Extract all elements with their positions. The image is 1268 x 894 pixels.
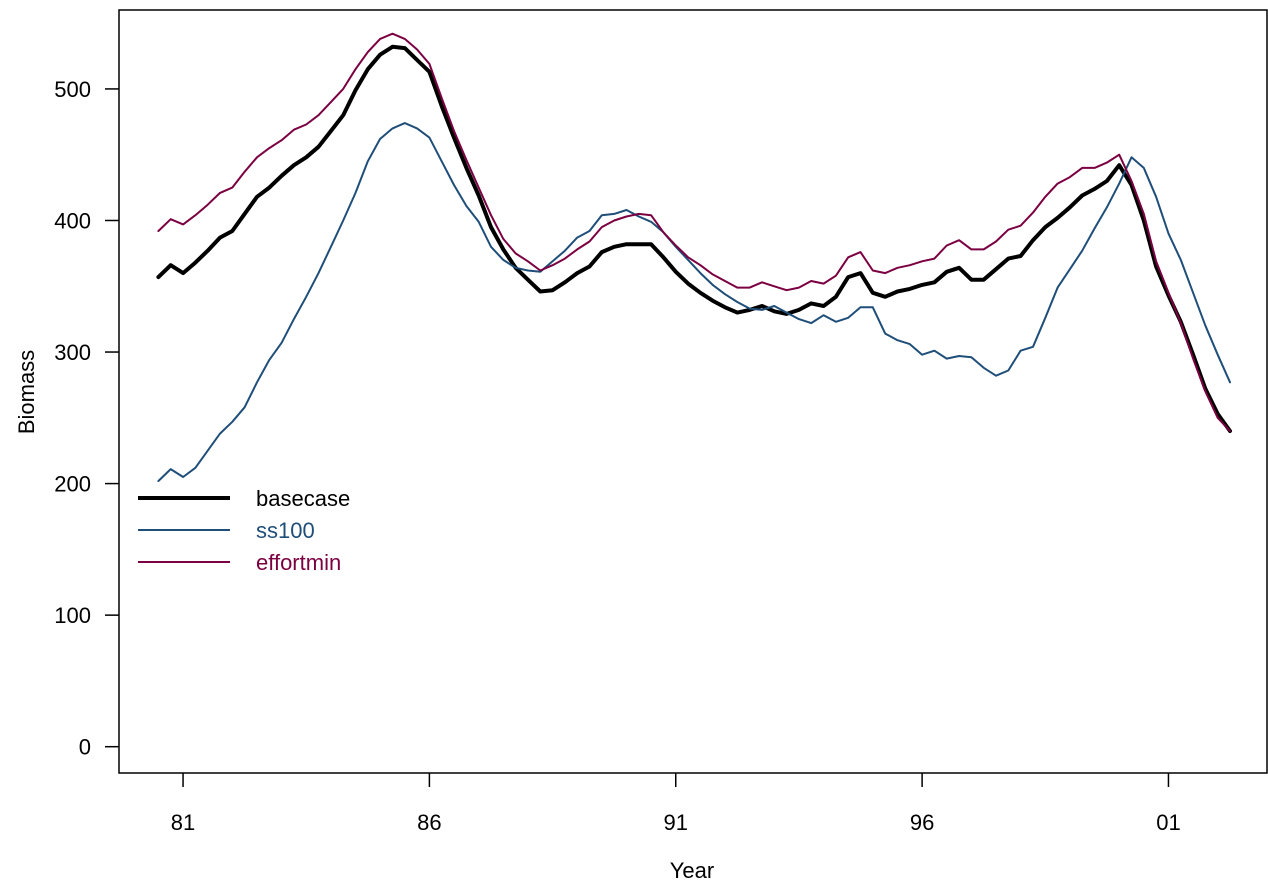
series-line-ss100 [157, 122, 1231, 482]
series-line-basecase [156, 44, 1232, 433]
series-layer [156, 32, 1232, 482]
series-line-effortmin [157, 32, 1231, 432]
y-axis-title: Biomass [14, 350, 39, 434]
legend-label-basecase: basecase [256, 486, 350, 511]
y-tick-label: 300 [54, 340, 91, 365]
x-tick-label: 81 [171, 810, 195, 835]
x-tick-label: 01 [1156, 810, 1180, 835]
plot-frame [118, 9, 1268, 774]
y-tick-label: 500 [54, 77, 91, 102]
y-tick-label: 100 [54, 603, 91, 628]
x-axis: 81 86 91 96 01 [171, 773, 1181, 835]
x-tick-label: 86 [417, 810, 441, 835]
x-tick-label: 96 [910, 810, 934, 835]
y-tick-label: 200 [54, 472, 91, 497]
legend: basecase ss100 effortmin [138, 486, 350, 575]
y-tick-label: 400 [54, 208, 91, 233]
x-tick-label: 91 [664, 810, 688, 835]
x-axis-title: Year [670, 858, 714, 883]
plot-area [118, 9, 1268, 774]
y-axis: 0 100 200 300 400 500 [54, 77, 119, 760]
legend-label-ss100: ss100 [256, 518, 315, 543]
legend-label-effortmin: effortmin [256, 550, 341, 575]
y-tick-label: 0 [79, 735, 91, 760]
